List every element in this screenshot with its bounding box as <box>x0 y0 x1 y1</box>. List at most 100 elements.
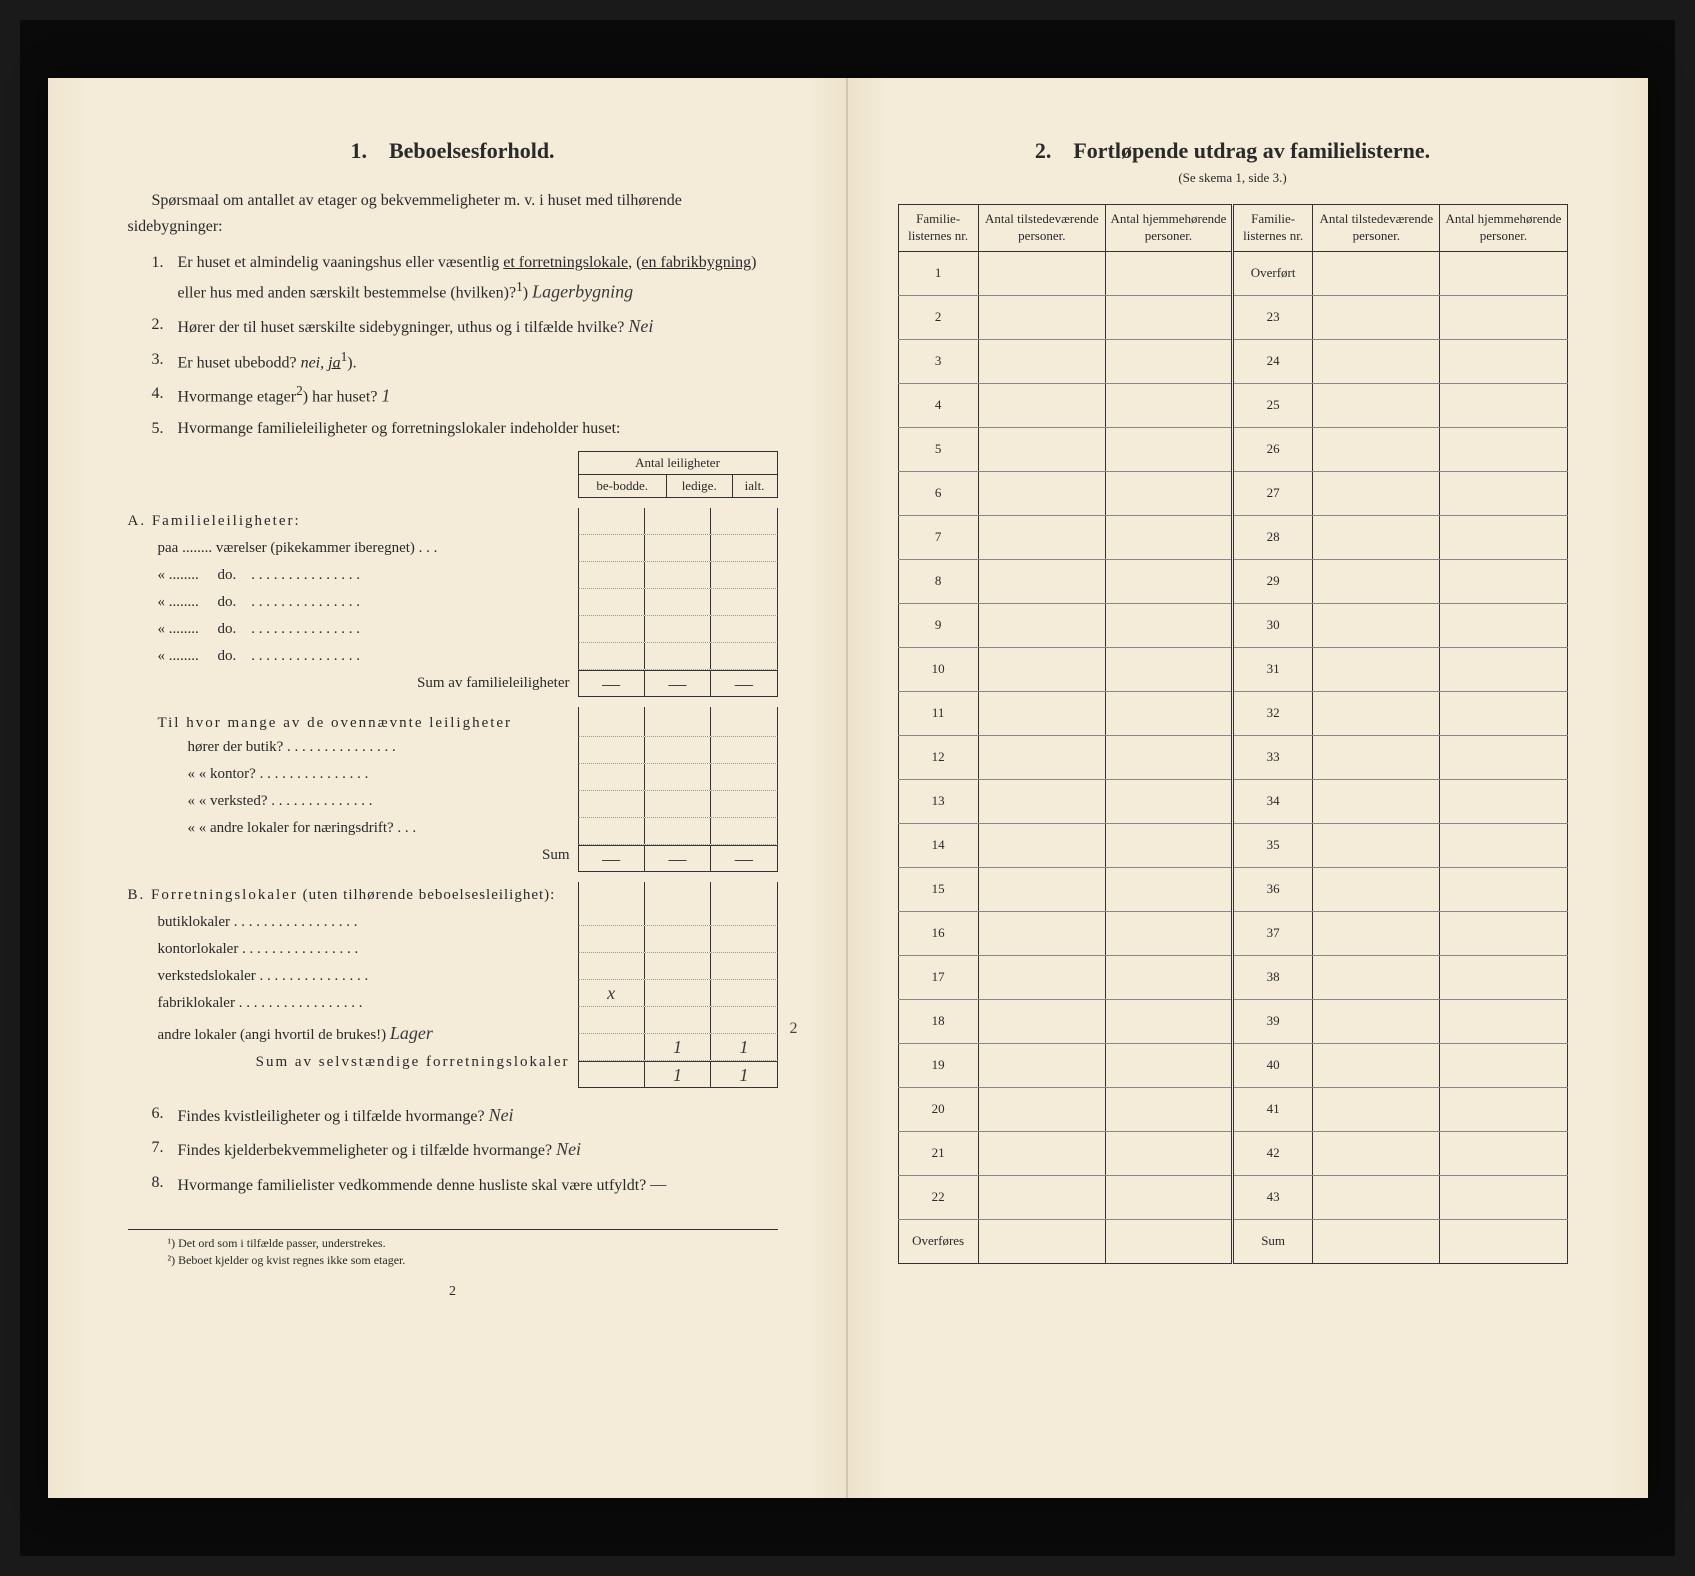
value-cell <box>978 647 1105 691</box>
q6-number: 6. <box>152 1100 178 1131</box>
value-cell <box>1440 955 1567 999</box>
row-number-cell: 16 <box>898 911 978 955</box>
b-verksted: verkstedslokaler . . . . . . . . . . . .… <box>128 963 578 990</box>
row-number-cell: 1 <box>898 251 978 295</box>
sub-butik: hører der butik? . . . . . . . . . . . .… <box>128 734 578 761</box>
value-cell <box>1440 1087 1567 1131</box>
margin-note-2: 2 <box>790 1020 798 1038</box>
row-number-cell: 40 <box>1232 1043 1312 1087</box>
q1-text: Er huset et almindelig vaaningshus eller… <box>178 249 778 307</box>
section-1-number: 1. <box>350 138 367 163</box>
row-number-cell: 12 <box>898 735 978 779</box>
table-row <box>578 508 778 535</box>
table-row <box>578 589 778 616</box>
value-cell <box>978 1219 1105 1263</box>
sub-kontor: « « kontor? . . . . . . . . . . . . . . … <box>128 761 578 788</box>
q7-text: Findes kjelderbekvemmeligheter og i tilf… <box>178 1134 778 1165</box>
value-cell <box>978 515 1105 559</box>
value-cell <box>978 867 1105 911</box>
right-page: 2. Fortløpende utdrag av familielisterne… <box>848 78 1648 1498</box>
value-cell <box>1313 339 1440 383</box>
value-cell <box>1440 823 1567 867</box>
table-row: 526 <box>898 427 1567 471</box>
value-cell <box>978 823 1105 867</box>
section-1-title: 1. Beboelsesforhold. <box>128 138 778 164</box>
section-b-cells: x 11 11 <box>578 882 778 1088</box>
q8-number: 8. <box>152 1169 178 1200</box>
value-cell <box>1440 295 1567 339</box>
value-cell <box>1440 911 1567 955</box>
extract-table: Familie-listernes nr. Antal tilstedevære… <box>898 204 1568 1264</box>
section-2-number: 2. <box>1035 138 1052 163</box>
value-cell <box>978 779 1105 823</box>
value-cell <box>1313 999 1440 1043</box>
value-cell <box>1105 867 1232 911</box>
row-number-cell: 6 <box>898 471 978 515</box>
value-cell <box>978 955 1105 999</box>
value-cell <box>978 1087 1105 1131</box>
value-cell <box>1105 1043 1232 1087</box>
row-number-cell: 37 <box>1232 911 1312 955</box>
q1-number: 1. <box>152 249 178 307</box>
value-cell <box>1105 559 1232 603</box>
value-cell <box>1313 1043 1440 1087</box>
table-row <box>578 643 778 670</box>
section-a-row1: paa ........ værelser (pikekammer ibereg… <box>128 535 578 562</box>
value-cell <box>1313 603 1440 647</box>
q4-number: 4. <box>152 380 178 411</box>
value-cell <box>1105 471 1232 515</box>
value-cell <box>1313 779 1440 823</box>
value-cell <box>1105 647 1232 691</box>
table-row <box>578 616 778 643</box>
left-page: 1. Beboelsesforhold. Spørsmaal om antall… <box>48 78 848 1498</box>
value-cell <box>1105 955 1232 999</box>
leilighet-table-header: Antal leiligheter be-bodde. ledige. ialt… <box>578 451 778 498</box>
th-tilstede-1: Antal tilstedeværende personer. <box>978 205 1105 252</box>
table-row: 1334 <box>898 779 1567 823</box>
q6-text: Findes kvistleiligheter og i tilfælde hv… <box>178 1100 778 1131</box>
section-a-do-2: « ........ do. . . . . . . . . . . . . .… <box>128 589 578 616</box>
value-cell <box>1440 559 1567 603</box>
value-cell <box>1313 647 1440 691</box>
row-number-cell: Sum <box>1232 1219 1312 1263</box>
table-row: 425 <box>898 383 1567 427</box>
question-4: 4. Hvormange etager2) har huset? 1 <box>152 380 778 411</box>
value-cell <box>1105 295 1232 339</box>
value-cell <box>978 999 1105 1043</box>
section-a-do-1: « ........ do. . . . . . . . . . . . . .… <box>128 562 578 589</box>
value-cell <box>978 383 1105 427</box>
section-a-sub-labels: Til hvor mange av de ovennævnte leilighe… <box>128 707 578 872</box>
table-row <box>578 791 778 818</box>
value-cell <box>1105 999 1232 1043</box>
row-number-cell: 17 <box>898 955 978 999</box>
table-row <box>578 535 778 562</box>
value-cell <box>978 603 1105 647</box>
value-cell <box>1313 735 1440 779</box>
question-3: 3. Er huset ubebodd? nei, ja1). <box>152 346 778 377</box>
value-cell <box>1440 339 1567 383</box>
section-2-heading: Fortløpende utdrag av familielisterne. <box>1073 138 1430 163</box>
value-cell <box>1313 911 1440 955</box>
section-a-sum-label: Sum av familieleiligheter <box>128 670 578 697</box>
table-row <box>578 882 778 926</box>
value-cell <box>1105 427 1232 471</box>
sub-intro: Til hvor mange av de ovennævnte leilighe… <box>128 713 578 734</box>
question-1: 1. Er huset et almindelig vaaningshus el… <box>152 249 778 307</box>
leilighet-header-span: Antal leiligheter <box>578 451 777 474</box>
scan-container: 1. Beboelsesforhold. Spørsmaal om antall… <box>20 20 1675 1556</box>
row-number-cell: 41 <box>1232 1087 1312 1131</box>
value-cell <box>1105 823 1232 867</box>
extract-table-body: 1Overført2233244255266277288299301031113… <box>898 251 1567 1263</box>
value-cell <box>1440 867 1567 911</box>
th-hjemme-1: Antal hjemmehørende personer. <box>1105 205 1232 252</box>
value-cell <box>1440 471 1567 515</box>
value-cell <box>978 691 1105 735</box>
b-fabrik: fabriklokaler . . . . . . . . . . . . . … <box>128 990 578 1017</box>
row-number-cell: 22 <box>898 1175 978 1219</box>
q5-text: Hvormange familieleiligheter og forretni… <box>178 415 778 442</box>
value-cell <box>1313 427 1440 471</box>
value-cell <box>1440 647 1567 691</box>
row-number-cell: 21 <box>898 1131 978 1175</box>
col-ledige: ledige. <box>666 474 732 497</box>
table-row <box>578 818 778 845</box>
